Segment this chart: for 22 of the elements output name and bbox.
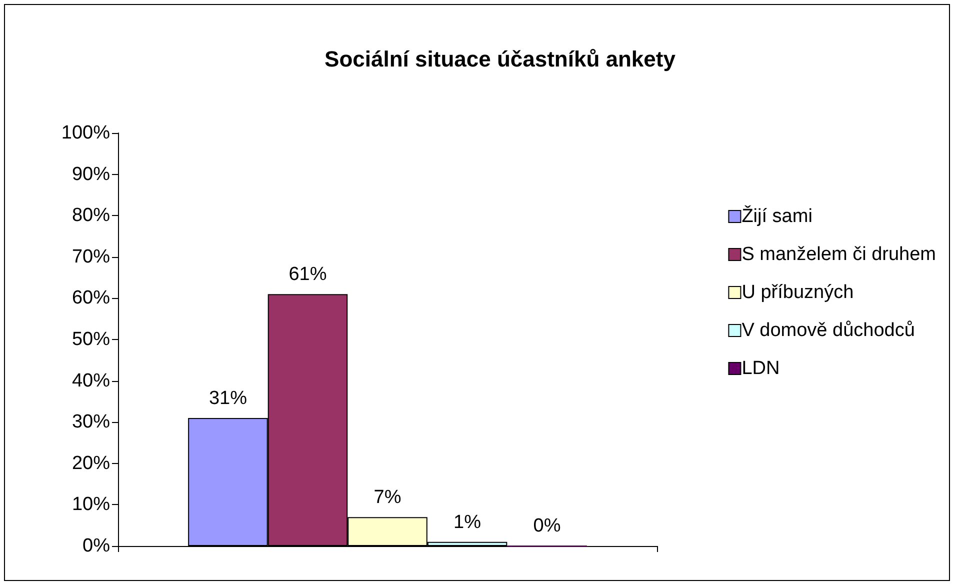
legend-label: LDN [742,358,780,379]
data-label: 31% [208,388,248,409]
legend-label: Žijí sami [742,205,812,227]
chart-title: Sociální situace účastníků ankety [324,46,676,72]
y-tick-label: 60% [72,288,110,309]
y-tick-label: 20% [72,452,110,474]
y-tick-label: 90% [72,164,110,185]
legend-label: S manželem či druhem [742,244,936,265]
legend-label: U příbuzných [742,282,854,303]
legend-label: V domově důchodců [742,320,915,341]
y-tick-label: 30% [72,412,110,433]
data-label: 61% [288,264,327,286]
data-label: 7% [374,487,402,508]
y-tick-label: 100% [61,122,110,144]
y-tick-label: 40% [72,370,110,392]
data-label: 0% [533,516,561,536]
y-tick-label: 80% [72,205,110,226]
data-label: 1% [454,512,482,533]
y-tick-label: 70% [72,246,110,268]
y-tick-label: 50% [72,329,110,350]
y-tick-label: 0% [82,536,110,556]
y-tick-label: 10% [72,494,110,516]
